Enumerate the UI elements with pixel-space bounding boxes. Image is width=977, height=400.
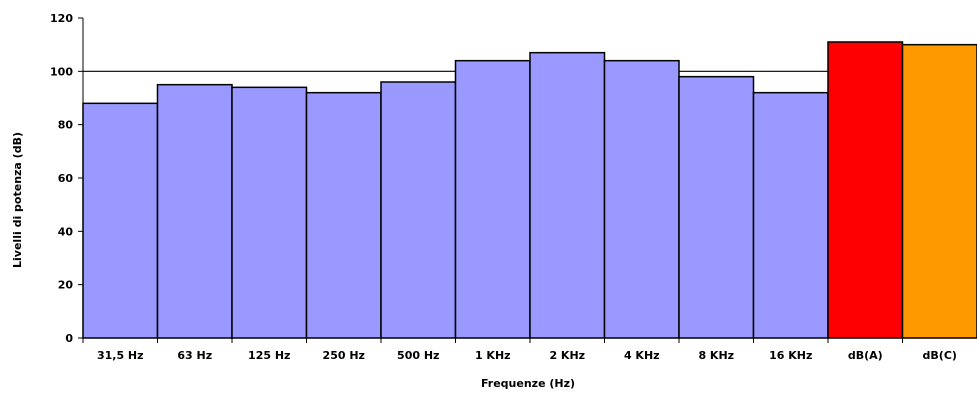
y-axis-title: Livelli di potenza (dB)	[11, 132, 24, 268]
bar	[380, 81, 457, 339]
x-tick-label: 500 Hz	[397, 349, 439, 362]
y-tick-label: 60	[58, 172, 74, 185]
bar	[156, 83, 233, 339]
x-axis-labels: 31,5 Hz 63 Hz 125 Hz 250 Hz 500 Hz 1 KHz 2 KHz…	[82, 338, 957, 362]
bar	[529, 51, 606, 339]
x-tick-label: 31,5 Hz	[97, 349, 144, 362]
bar	[678, 75, 755, 339]
y-tick-label: 20	[58, 279, 74, 292]
bar	[82, 102, 159, 339]
bar	[454, 59, 531, 339]
y-tick-label: 40	[58, 225, 74, 238]
x-tick-label: 1 KHz	[475, 349, 511, 362]
y-tick-label: 120	[50, 12, 73, 25]
x-axis-title: Frequenze (Hz)	[481, 377, 575, 390]
x-tick-label: 250 Hz	[323, 349, 365, 362]
x-tick-label: 2 KHz	[549, 349, 585, 362]
y-tick-label: 0	[65, 332, 73, 345]
bar	[305, 91, 382, 339]
x-tick-label: 63 Hz	[177, 349, 212, 362]
x-tick-label: 8 KHz	[698, 349, 734, 362]
bar	[231, 86, 308, 339]
y-tick-label: 100	[50, 65, 73, 78]
y-tick-label: 80	[58, 119, 74, 132]
bar	[752, 91, 829, 339]
x-tick-label: dB(C)	[923, 349, 957, 362]
x-tick-label: dB(A)	[848, 349, 883, 362]
x-tick-label: 4 KHz	[624, 349, 660, 362]
x-tick-label: 16 KHz	[769, 349, 812, 362]
x-tick-label: 125 Hz	[248, 349, 290, 362]
bars	[82, 41, 977, 339]
y-axis-ticks: 0 20 40 60 80 100 120	[50, 12, 83, 345]
bar	[827, 41, 904, 339]
bar	[901, 43, 977, 339]
bar	[603, 59, 680, 339]
